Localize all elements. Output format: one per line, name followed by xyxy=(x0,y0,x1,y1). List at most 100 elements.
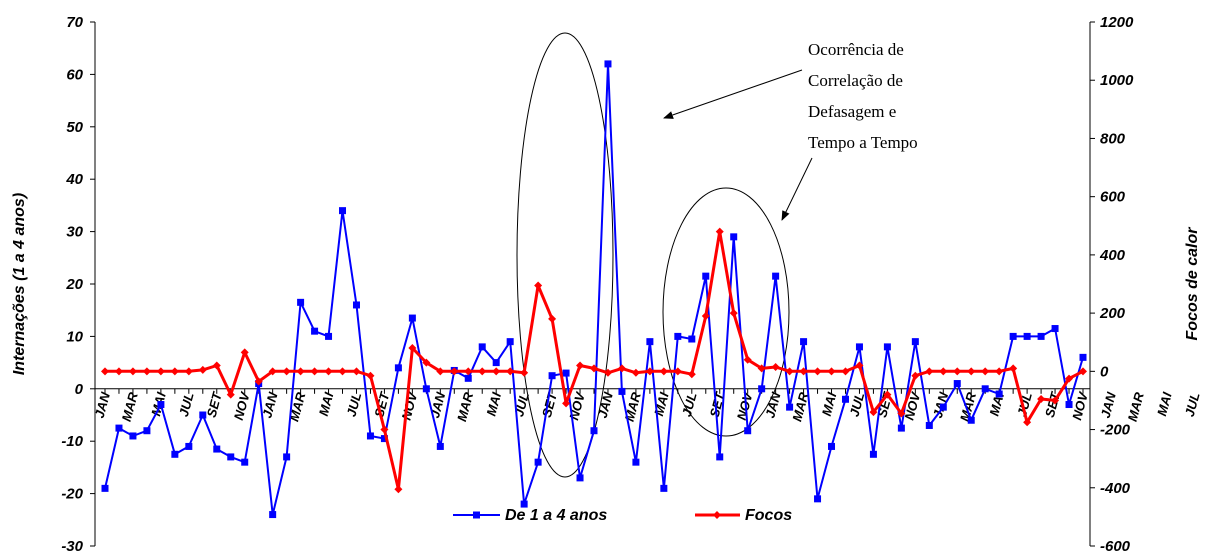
data-point xyxy=(101,484,109,492)
data-point xyxy=(227,453,235,461)
x-tick-label: MAR xyxy=(119,390,141,423)
data-point xyxy=(911,371,920,380)
data-point xyxy=(800,338,808,346)
data-point xyxy=(311,327,319,335)
data-point xyxy=(338,367,347,376)
data-point xyxy=(645,367,654,376)
data-point xyxy=(981,367,990,376)
data-point xyxy=(506,338,514,346)
data-point xyxy=(953,380,961,388)
data-point xyxy=(492,359,500,367)
data-point xyxy=(171,450,179,458)
axes-layer xyxy=(94,22,1091,546)
right-tick-label: 400 xyxy=(1099,247,1126,264)
ticks-layer: -30 -20 -10 0 10 20 30 40 50 60 70 -600 -400 -200 0 200… xyxy=(11,14,1203,555)
data-point xyxy=(799,367,808,376)
x-tick-label: JAN xyxy=(92,390,113,420)
x-tick-label: NOV xyxy=(231,389,253,421)
left-tick-label: 20 xyxy=(65,276,83,293)
data-point xyxy=(254,377,263,386)
data-point xyxy=(478,343,486,351)
data-point xyxy=(674,332,682,340)
data-point xyxy=(772,272,780,280)
data-point xyxy=(632,458,640,466)
data-point xyxy=(240,348,249,357)
y2-axis-title: Focos de calor xyxy=(1184,227,1201,341)
data-point xyxy=(967,367,976,376)
data-point xyxy=(995,367,1004,376)
data-point xyxy=(464,374,472,382)
data-point xyxy=(828,442,836,450)
annotation-arrow xyxy=(781,157,813,221)
legend-layer: De 1 a 4 anos Focos xyxy=(453,507,792,524)
data-point xyxy=(212,361,221,370)
data-point xyxy=(688,335,696,343)
right-tick-label: 200 xyxy=(1099,305,1126,322)
data-point xyxy=(143,427,151,435)
data-point xyxy=(995,390,1003,398)
data-point xyxy=(282,367,291,376)
right-tick-label: -400 xyxy=(1100,480,1131,497)
data-point xyxy=(841,395,849,403)
data-point xyxy=(897,409,906,418)
data-point xyxy=(953,367,962,376)
data-point xyxy=(339,207,347,215)
data-point xyxy=(729,309,738,318)
data-point xyxy=(827,367,836,376)
x-tick-label: MAR xyxy=(1125,390,1147,423)
x-tick-label: JUL xyxy=(176,391,197,419)
data-point xyxy=(576,361,585,370)
x-tick-label: MAR xyxy=(454,390,476,423)
right-tick-label: 0 xyxy=(1100,363,1109,380)
data-point xyxy=(115,424,123,432)
data-point xyxy=(534,281,543,290)
data-point xyxy=(814,495,822,503)
left-tick-label: 0 xyxy=(75,381,84,398)
annotation-text: Tempo a Tempo xyxy=(808,133,918,152)
data-point xyxy=(911,338,919,346)
data-point xyxy=(785,367,794,376)
data-point xyxy=(520,500,528,508)
highlight-ellipse xyxy=(662,187,790,437)
data-point xyxy=(841,367,850,376)
left-tick-label: 30 xyxy=(66,224,83,241)
data-point xyxy=(981,385,989,393)
data-point xyxy=(366,432,374,440)
data-point xyxy=(185,442,193,450)
data-point xyxy=(268,367,277,376)
right-tick-label: 600 xyxy=(1100,189,1126,206)
data-point xyxy=(366,371,375,380)
data-point xyxy=(325,332,333,340)
data-point xyxy=(114,367,123,376)
x-tick-label: JAN xyxy=(762,390,783,420)
data-point xyxy=(1065,374,1074,383)
data-point xyxy=(701,312,710,321)
data-point xyxy=(702,272,710,280)
data-point xyxy=(869,408,878,417)
data-point xyxy=(380,425,389,434)
x-tick-label: MAI xyxy=(819,390,840,417)
data-point xyxy=(590,427,598,435)
data-point xyxy=(352,367,361,376)
data-point xyxy=(534,458,542,466)
right-tick-label: -600 xyxy=(1100,538,1131,555)
data-point xyxy=(925,421,933,429)
x-tick-label: JAN xyxy=(595,390,616,420)
data-point xyxy=(408,314,416,322)
x-tick-label: MAI xyxy=(316,390,337,417)
left-tick-label: 70 xyxy=(66,14,83,31)
data-point xyxy=(1079,353,1087,361)
data-point xyxy=(422,385,430,393)
data-point xyxy=(310,367,319,376)
x-tick-label: SET xyxy=(204,390,225,419)
left-tick-label: 40 xyxy=(65,171,83,188)
internacoes-line xyxy=(104,62,1084,516)
left-tick-label: 60 xyxy=(66,66,83,83)
data-point xyxy=(184,367,193,376)
data-point xyxy=(1037,332,1045,340)
data-point xyxy=(520,368,529,377)
annotation-arrow xyxy=(663,69,803,119)
data-point xyxy=(758,385,766,393)
data-point xyxy=(1009,332,1017,340)
data-point xyxy=(170,367,179,376)
